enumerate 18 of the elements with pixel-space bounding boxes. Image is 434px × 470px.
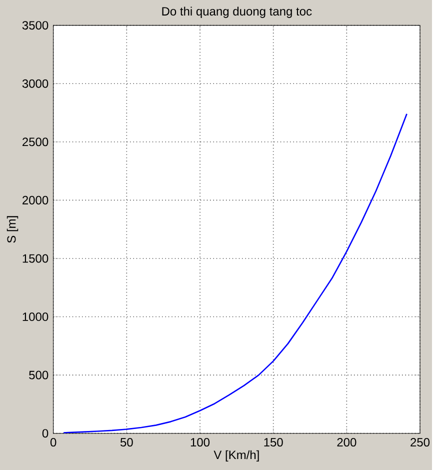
- x-tick-label: 100: [190, 438, 210, 447]
- y-tick-label: 2500: [22, 138, 48, 146]
- line-series: [62, 113, 408, 434]
- y-tick-label: 0: [42, 429, 48, 438]
- x-tick-label: 200: [337, 438, 356, 447]
- y-tick-label: 3000: [22, 79, 48, 88]
- y-tick-label: 3500: [22, 21, 48, 30]
- y-tick-label: 1000: [22, 312, 48, 322]
- y-axis-title: S [m]: [6, 216, 18, 243]
- x-tick-label: 250: [410, 438, 430, 447]
- y-tick-label: 500: [28, 370, 48, 380]
- y-tick-label: 1500: [22, 254, 48, 263]
- x-tick-label: 50: [120, 438, 133, 447]
- x-axis-title: V [Km/h]: [214, 450, 259, 462]
- y-tick-label: 2000: [22, 196, 48, 204]
- chart-title: Do thi quang duong tang toc: [162, 6, 312, 18]
- x-tick-label: 150: [264, 438, 283, 447]
- x-tick-label: 0: [50, 438, 56, 447]
